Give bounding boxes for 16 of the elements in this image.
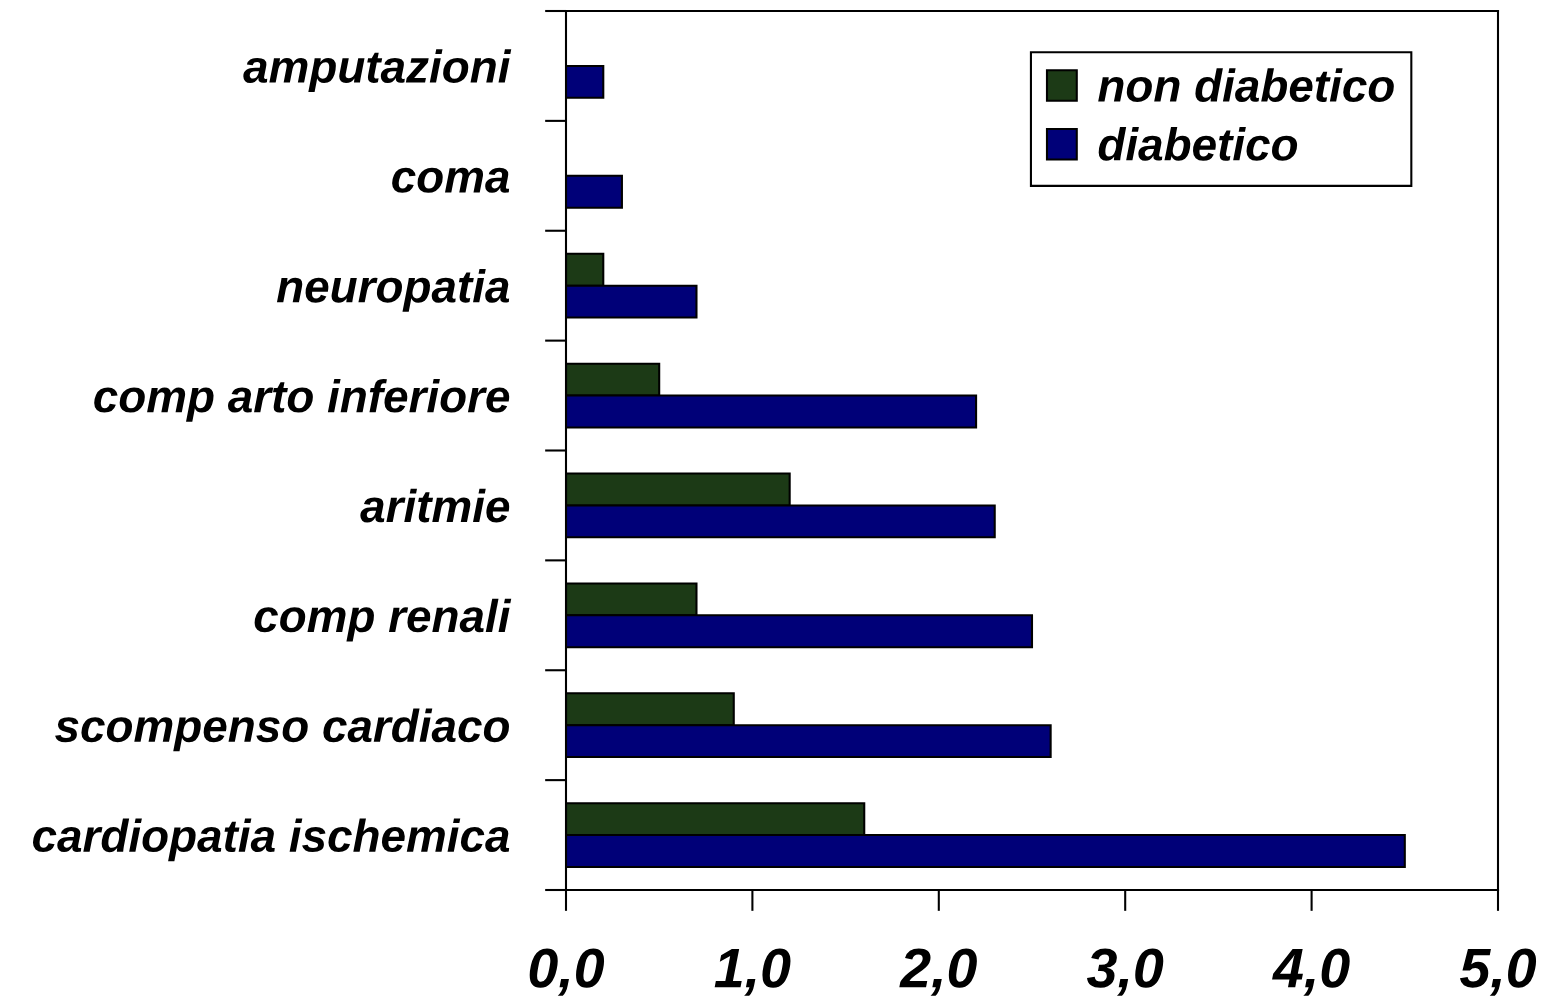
- x-tick-label: 0,0: [529, 948, 605, 996]
- x-tick-label: 4,0: [1272, 948, 1350, 996]
- y-tick-label: comp renali: [254, 598, 512, 642]
- y-tick-label: aritmie: [360, 488, 510, 523]
- y-tick-label: amputazioni: [243, 49, 512, 93]
- legend-label: diabetico: [1098, 127, 1298, 161]
- legend-label: non diabetico: [1098, 68, 1394, 103]
- x-tick-label: 1,0: [714, 948, 791, 996]
- y-tick-label: scompenso cardiaco: [55, 708, 509, 752]
- y-tick-label: cardiopatia ischemica: [32, 818, 510, 862]
- y-tick-label: neuropatia: [276, 269, 510, 312]
- x-tick-label: 3,0: [1087, 948, 1164, 996]
- y-tick-label: comp arto inferiore: [94, 378, 510, 422]
- x-tick-label: 2,0: [899, 948, 977, 996]
- y-tick-label: coma: [392, 167, 510, 193]
- x-tick-label: 5,0: [1459, 948, 1537, 996]
